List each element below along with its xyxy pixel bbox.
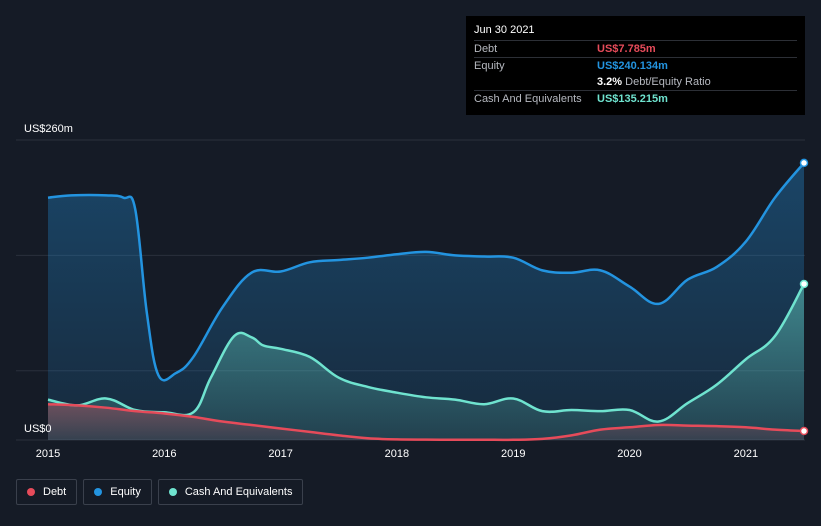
x-tick-label: 2017	[268, 448, 292, 460]
debt-line	[47, 402, 805, 442]
legend-cash-label: Cash And Equivalents	[184, 486, 293, 498]
chart-legend: Debt Equity Cash And Equivalents	[16, 479, 304, 507]
tooltip-cash-value: US$135.215m	[597, 93, 668, 105]
tooltip-date: Jun 30 2021	[474, 24, 535, 36]
debt-end-marker	[799, 426, 809, 436]
x-tick-label: 2018	[385, 448, 409, 460]
cash-and-equivalents-end-marker	[799, 279, 809, 289]
cash-and-equivalents-area	[48, 283, 804, 440]
tooltip-debt-value: US$7.785m	[597, 43, 656, 55]
y-axis-max-label: US$260m	[24, 123, 73, 135]
equity-dot-icon	[94, 488, 103, 496]
x-tick-label: 2020	[617, 448, 641, 460]
tooltip-panel: Jun 30 2021 Debt US$7.785m Equity US$240…	[466, 16, 805, 115]
equity-line	[47, 162, 805, 382]
tooltip-equity-value: US$240.134m	[597, 60, 668, 72]
series-lines	[47, 162, 806, 442]
legend-debt-label: Debt	[43, 486, 67, 498]
cash-dot-icon	[168, 488, 177, 496]
x-tick-label: 2019	[501, 448, 525, 460]
legend-item-cash[interactable]: Cash And Equivalents	[157, 479, 304, 505]
axis-labels: US$260m US$0 2015 2016 2017 2018 2019 2020 202…	[24, 123, 758, 460]
tooltip-debt-label: Debt	[474, 43, 498, 55]
y-axis-min-label: US$0	[24, 423, 52, 435]
legend-item-equity[interactable]: Equity	[83, 479, 152, 505]
equity-end-marker	[799, 158, 809, 168]
tooltip-row-ratio: 3.2% Debt/Equity Ratio	[474, 74, 797, 90]
x-tick-label: 2016	[152, 448, 176, 460]
end-markers	[799, 158, 809, 436]
series-areas	[48, 162, 804, 440]
debt-dot-icon	[27, 488, 35, 496]
tooltip-cash-label: Cash And Equivalents	[474, 93, 582, 105]
tooltip-ratio-value: 3.2%	[597, 76, 623, 88]
x-tick-label: 2021	[734, 448, 758, 460]
tooltip-row-debt: Debt US$7.785m	[474, 40, 797, 57]
tooltip-row-cash: Cash And Equivalents US$135.215m	[474, 90, 797, 107]
x-tick-label: 2015	[36, 448, 60, 460]
legend-item-debt[interactable]: Debt	[16, 479, 78, 505]
tooltip-row-equity: Equity US$240.134m	[474, 57, 797, 74]
debt-area	[48, 404, 804, 440]
legend-equity-label: Equity	[110, 486, 141, 498]
tooltip-ratio-label: Debt/Equity Ratio	[625, 76, 711, 88]
tooltip-equity-label: Equity	[474, 60, 505, 72]
